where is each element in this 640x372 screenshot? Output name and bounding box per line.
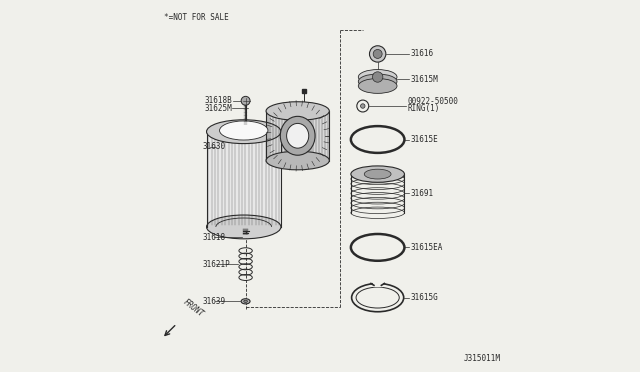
Text: 31639: 31639 [203, 297, 226, 306]
Ellipse shape [358, 78, 397, 93]
Ellipse shape [266, 102, 330, 120]
Text: 31625M: 31625M [204, 104, 232, 113]
Text: 31630: 31630 [203, 142, 226, 151]
Ellipse shape [364, 169, 391, 179]
Text: 31615G: 31615G [411, 293, 438, 302]
Ellipse shape [266, 151, 330, 170]
Text: 31618B: 31618B [205, 96, 232, 105]
Ellipse shape [244, 300, 248, 302]
Ellipse shape [287, 124, 308, 148]
Ellipse shape [207, 120, 281, 144]
Circle shape [373, 49, 382, 58]
Circle shape [372, 72, 383, 82]
Ellipse shape [280, 116, 315, 155]
Ellipse shape [351, 166, 404, 182]
Ellipse shape [358, 74, 397, 89]
Circle shape [241, 96, 250, 105]
Ellipse shape [241, 299, 250, 304]
Circle shape [369, 46, 386, 62]
Text: 00922-50500: 00922-50500 [408, 97, 458, 106]
Text: RING(1): RING(1) [408, 105, 440, 113]
Text: 31615E: 31615E [411, 135, 438, 144]
Ellipse shape [207, 215, 281, 239]
Ellipse shape [220, 121, 268, 140]
Text: 31691: 31691 [411, 189, 434, 198]
Circle shape [360, 104, 365, 108]
Ellipse shape [358, 70, 397, 84]
Polygon shape [266, 111, 330, 161]
Text: 31615M: 31615M [411, 75, 438, 84]
Polygon shape [207, 132, 281, 227]
Text: *=NOT FOR SALE: *=NOT FOR SALE [164, 13, 228, 22]
Text: 31616: 31616 [411, 49, 434, 58]
Text: 31618: 31618 [203, 232, 226, 242]
Text: 31615EA: 31615EA [411, 243, 443, 252]
Text: FRONT: FRONT [181, 298, 205, 319]
Text: J315011M: J315011M [463, 354, 500, 363]
Text: 31621P: 31621P [203, 260, 230, 269]
